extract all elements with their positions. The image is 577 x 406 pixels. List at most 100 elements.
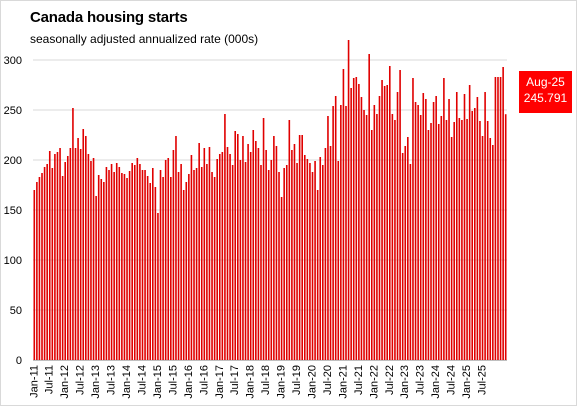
callout-date: Aug-25 bbox=[526, 75, 565, 89]
bar bbox=[216, 159, 218, 360]
bar bbox=[133, 165, 136, 360]
bar bbox=[56, 152, 59, 360]
bar bbox=[334, 96, 337, 360]
bar bbox=[265, 150, 267, 360]
bar bbox=[54, 154, 56, 360]
bar bbox=[342, 69, 345, 360]
bar bbox=[141, 170, 144, 360]
bar bbox=[311, 172, 314, 360]
bar bbox=[103, 182, 105, 360]
bar bbox=[435, 96, 437, 360]
bar bbox=[407, 137, 409, 360]
x-tick-label: Jul-15 bbox=[167, 365, 179, 395]
y-tick-label: 300 bbox=[4, 55, 22, 67]
bar bbox=[77, 138, 79, 360]
bar bbox=[218, 154, 221, 360]
bar bbox=[327, 116, 329, 360]
latest-value-callout: Aug-25 245.791 bbox=[519, 71, 572, 113]
bar bbox=[484, 92, 486, 360]
y-tick-label: 100 bbox=[4, 255, 22, 267]
bar bbox=[229, 154, 231, 360]
bar bbox=[260, 165, 262, 360]
x-tick-label: Jan-25 bbox=[461, 365, 473, 399]
bar bbox=[118, 167, 121, 360]
bar bbox=[46, 164, 48, 360]
x-tick-label: Jan-16 bbox=[183, 365, 195, 399]
bar bbox=[167, 158, 170, 360]
bar bbox=[455, 92, 458, 360]
bar bbox=[450, 137, 453, 360]
bar bbox=[373, 105, 376, 360]
bar bbox=[306, 159, 309, 360]
bar bbox=[82, 129, 85, 360]
bar bbox=[177, 172, 180, 360]
bar bbox=[352, 78, 355, 360]
bar bbox=[242, 136, 244, 360]
chart-subtitle: seasonally adjusted annualized rate (000… bbox=[30, 32, 259, 46]
bar bbox=[159, 170, 162, 360]
chart-title: Canada housing starts bbox=[30, 9, 188, 26]
bar bbox=[386, 85, 389, 360]
bar bbox=[100, 179, 103, 360]
bar bbox=[185, 182, 188, 360]
bar bbox=[257, 148, 260, 360]
x-tick-label: Jul-14 bbox=[136, 365, 148, 395]
bar bbox=[492, 145, 494, 360]
bar bbox=[74, 148, 77, 360]
x-tick-label: Jul-24 bbox=[446, 365, 458, 395]
x-tick-label: Jul-17 bbox=[229, 365, 241, 395]
bar bbox=[412, 78, 414, 360]
bar bbox=[95, 196, 97, 360]
bar bbox=[394, 120, 396, 360]
bar bbox=[494, 77, 497, 360]
bar bbox=[110, 164, 113, 360]
bar bbox=[206, 164, 208, 360]
bar bbox=[448, 99, 450, 360]
bar bbox=[188, 174, 190, 360]
x-tick-label: Jan-20 bbox=[307, 365, 319, 399]
bar bbox=[121, 173, 123, 360]
bar bbox=[203, 148, 206, 360]
bar bbox=[175, 136, 177, 360]
bar bbox=[36, 182, 38, 360]
bar bbox=[247, 144, 249, 360]
x-tick-label: Jan-15 bbox=[152, 365, 164, 399]
bar bbox=[301, 135, 303, 360]
bar bbox=[262, 118, 265, 360]
x-tick-label: Jan-21 bbox=[337, 365, 349, 399]
bar bbox=[383, 86, 386, 360]
bar bbox=[234, 131, 237, 360]
bar bbox=[85, 136, 87, 360]
bar bbox=[48, 151, 51, 360]
bar bbox=[154, 187, 157, 360]
bar bbox=[419, 115, 422, 360]
bar bbox=[399, 70, 401, 360]
x-tick-label: Jul-23 bbox=[415, 365, 427, 395]
bar bbox=[298, 135, 301, 360]
bar bbox=[314, 161, 316, 360]
x-tick-label: Jan-24 bbox=[430, 365, 442, 399]
x-tick-label: Jan-23 bbox=[399, 365, 411, 399]
bar bbox=[468, 85, 471, 360]
bar bbox=[105, 167, 108, 360]
bar bbox=[273, 136, 275, 360]
bar bbox=[466, 119, 468, 360]
bar bbox=[180, 164, 182, 360]
bar bbox=[97, 175, 100, 360]
bar bbox=[136, 158, 139, 360]
bar bbox=[340, 105, 342, 360]
bar bbox=[43, 167, 46, 360]
bar bbox=[440, 116, 443, 360]
x-tick-label: Jan-22 bbox=[368, 365, 380, 399]
bar bbox=[414, 102, 417, 360]
bar bbox=[172, 150, 175, 360]
bar bbox=[64, 162, 66, 360]
bar bbox=[329, 146, 332, 360]
bar bbox=[33, 190, 36, 360]
x-tick-label: Jul-16 bbox=[198, 365, 210, 395]
x-tick-label: Jul-19 bbox=[291, 365, 303, 395]
y-tick-label: 150 bbox=[4, 205, 22, 217]
bar bbox=[363, 110, 365, 360]
bar bbox=[445, 120, 448, 360]
